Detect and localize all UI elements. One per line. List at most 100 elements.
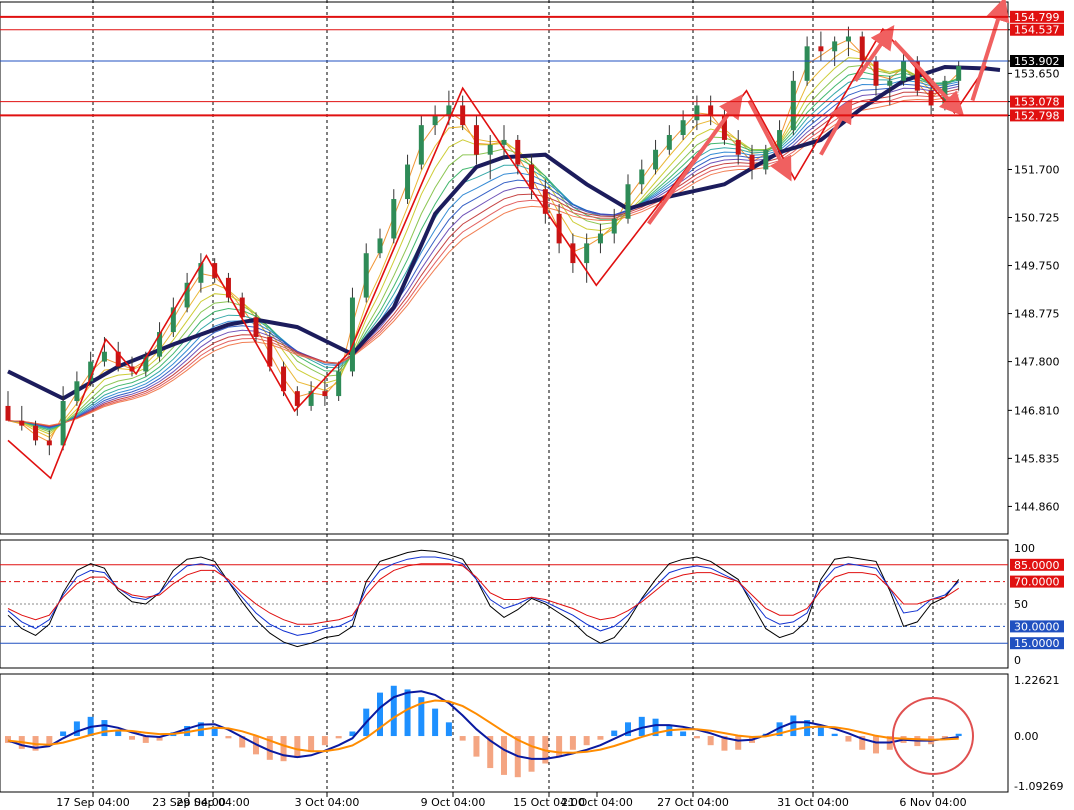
macd-histogram-bar	[873, 736, 879, 754]
level-label: 154.537	[1014, 24, 1060, 37]
price-panel	[0, 1, 1009, 535]
osc-series-line	[7, 549, 960, 648]
price-tick-label: 147.800	[1014, 356, 1060, 369]
macd-histogram-bar	[597, 736, 604, 740]
macd-histogram-bar	[569, 736, 576, 750]
price-tick-label: 145.835	[1014, 452, 1060, 465]
osc-level-box	[1010, 558, 1064, 571]
macd-histogram-bar	[184, 725, 191, 737]
zigzag-line	[7, 27, 987, 480]
candle-body	[336, 371, 342, 397]
candle-body	[735, 139, 741, 155]
candle-body	[391, 199, 397, 239]
candle-body	[253, 317, 259, 337]
candle-body	[708, 105, 714, 116]
x-tick-label: 17 Sep 04:00	[56, 796, 129, 809]
candle-body	[377, 238, 383, 254]
macd-tick-label: -1.09269	[1014, 780, 1063, 793]
level-label: 152.798	[1014, 109, 1060, 122]
level-label: 154.799	[1014, 11, 1060, 24]
macd-histogram-bar	[142, 736, 149, 743]
candle-body	[170, 307, 176, 333]
osc-level-box	[1010, 637, 1064, 650]
candle-body	[928, 90, 934, 106]
osc-series-line	[7, 563, 959, 625]
signal-line	[7, 699, 959, 754]
candle-body	[873, 61, 879, 86]
candle-body	[653, 149, 659, 170]
ribbon-ma-line	[7, 39, 960, 443]
candle-body	[60, 401, 66, 446]
macd-histogram-bar	[859, 736, 866, 750]
osc-level-label: 15.0000	[1014, 637, 1060, 650]
level-label-box	[1010, 10, 1064, 23]
candle-body	[694, 105, 700, 121]
candle-body	[611, 218, 617, 234]
macd-histogram-bar	[377, 692, 383, 737]
x-tick-label: 29 Sep 04:00	[176, 796, 249, 809]
candle-body	[473, 125, 479, 155]
x-tick-label: 31 Oct 04:00	[777, 796, 849, 809]
ribbon-ma-line	[7, 88, 959, 427]
candle-body	[845, 36, 851, 42]
x-tick-label: 27 Oct 04:00	[657, 796, 729, 809]
candle-body	[322, 391, 328, 397]
candle-body	[405, 164, 411, 200]
macd-histogram-bar	[955, 733, 962, 737]
macd-histogram-bar	[680, 731, 687, 737]
x-tick-label: 9 Oct 04:00	[421, 796, 486, 809]
candle-body	[363, 253, 369, 298]
candle-body	[666, 135, 672, 150]
macd-histogram-bar	[501, 736, 507, 775]
ribbon-ma-line	[7, 47, 959, 438]
price-tick-label: 148.775	[1014, 308, 1060, 321]
macd-histogram-bar	[583, 736, 590, 746]
x-tick-label: 15 Oct 04:00	[513, 796, 585, 809]
ribbon-ma-line	[7, 85, 959, 428]
macd-tick-label: 0.00	[1014, 730, 1039, 743]
candle-body	[887, 80, 893, 86]
osc-series-line	[7, 556, 960, 636]
candle-body	[157, 332, 163, 357]
osc-level-box	[1010, 620, 1064, 633]
candle-body	[721, 115, 727, 140]
macd-histogram-bar	[845, 736, 852, 742]
macd-histogram-bar	[473, 736, 480, 757]
ribbon-ma-line	[7, 79, 959, 429]
osc-level-label: 70.0000	[1014, 576, 1060, 589]
macd-histogram-bar	[101, 720, 108, 737]
candle-body	[570, 243, 576, 264]
macd-histogram-bar	[156, 736, 163, 741]
ribbon-ma-line	[7, 83, 959, 428]
candle-body	[763, 149, 769, 170]
highlight-circle	[892, 697, 974, 775]
candle-body	[74, 381, 80, 401]
osc-tick-label: 100	[1014, 542, 1035, 555]
macd-histogram-bar	[638, 716, 645, 737]
price-tick-label: 153.650	[1014, 67, 1060, 80]
candle-body	[818, 46, 824, 52]
macd-histogram-bar	[817, 726, 824, 737]
macd-histogram-bar	[73, 721, 80, 737]
macd-histogram-bar	[487, 736, 494, 769]
x-tick-label: 6 Nov 04:00	[899, 796, 966, 809]
macd-histogram-bar	[776, 722, 783, 737]
macd-histogram-bar	[349, 731, 356, 737]
level-label-box	[1010, 55, 1064, 68]
macd-histogram-bar	[707, 736, 714, 746]
macd-histogram-bar	[46, 736, 53, 745]
macd-histogram-bar	[5, 736, 11, 743]
x-tick-label: 21 Oct 04:00	[561, 796, 633, 809]
osc-tick-label: 50	[1014, 598, 1028, 611]
candle-body	[597, 233, 603, 244]
candle-body	[515, 139, 521, 165]
macd-histogram-bar	[266, 736, 273, 760]
macd-histogram-bar	[335, 736, 342, 739]
candle-body	[267, 336, 273, 367]
macd-histogram-bar	[60, 731, 67, 737]
candle-body	[349, 297, 355, 372]
osc-level-label: 30.0000	[1014, 620, 1060, 633]
price-tick-label: 146.810	[1014, 404, 1060, 417]
macd-histogram-bar	[129, 736, 135, 740]
candle-body	[281, 366, 287, 392]
